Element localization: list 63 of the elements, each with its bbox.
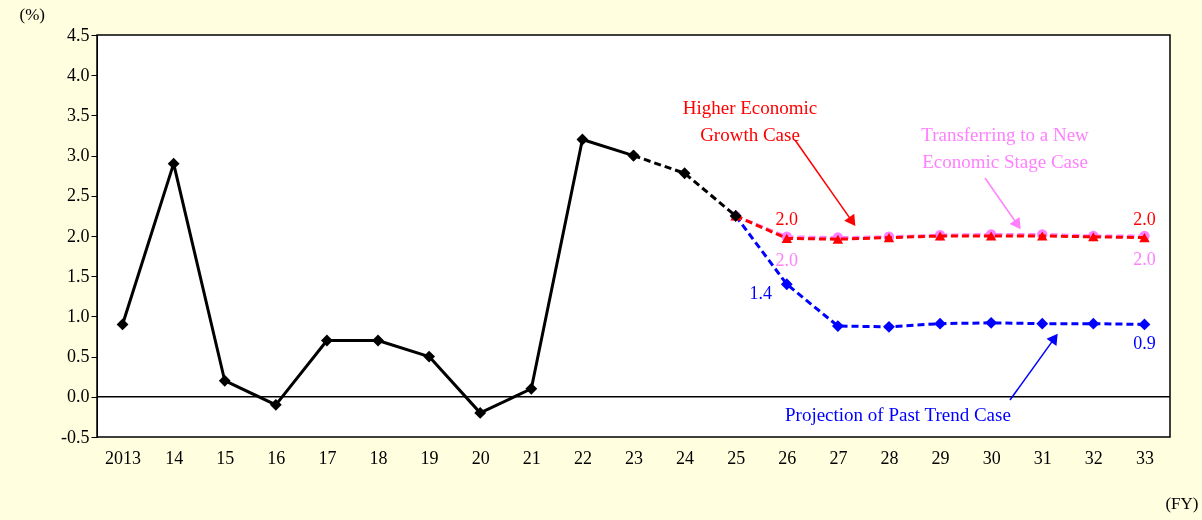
- x-tick-label: 24: [676, 447, 695, 468]
- text: Projection of Past Trend Case: [785, 404, 1011, 425]
- y-axis-title: (%): [19, 4, 45, 24]
- point: [780, 278, 793, 291]
- x-tick-label: 17: [318, 447, 337, 468]
- point: [269, 398, 282, 411]
- x-tick-label: 28: [880, 447, 899, 468]
- point: [116, 318, 129, 331]
- y-tick-label: 1.5: [67, 265, 90, 286]
- point: [321, 334, 333, 347]
- y-tick-label: 2.0: [67, 225, 90, 246]
- point: [1036, 317, 1049, 330]
- y-tick-label: 0.5: [67, 346, 90, 367]
- x-tick-label: 32: [1084, 447, 1103, 468]
- point: [934, 317, 946, 330]
- x-tick-label: 23: [625, 447, 643, 468]
- point: [627, 149, 640, 162]
- x-tick-label: 2013: [105, 447, 142, 468]
- point: [1138, 318, 1151, 331]
- x-tick-label: 20: [471, 447, 490, 468]
- data-label: 2.0: [775, 249, 799, 270]
- x-tick-label: 31: [1033, 447, 1052, 468]
- y-tick-label: 3.0: [67, 145, 90, 166]
- point: [883, 320, 895, 333]
- x-tick-label: 16: [267, 447, 286, 468]
- data-label: 2.0: [775, 209, 799, 230]
- x-tick-label: 29: [931, 447, 950, 468]
- point: [678, 167, 691, 180]
- point: [831, 320, 844, 332]
- point: [985, 316, 998, 329]
- point: [423, 350, 436, 363]
- y-tick-label: -0.5: [61, 426, 90, 447]
- point: [1087, 317, 1100, 330]
- y-tick-label: 0.0: [67, 386, 90, 407]
- x-tick-label: 22: [573, 447, 592, 468]
- point: [218, 374, 231, 387]
- point: [525, 382, 538, 395]
- x-tick-label: 14: [165, 447, 184, 468]
- x-tick-label: 27: [829, 447, 848, 468]
- x-tick-label: 26: [778, 447, 797, 468]
- point: [372, 334, 384, 347]
- x-axis-title: (FY): [1165, 493, 1199, 513]
- y-tick-label: 1.0: [67, 305, 90, 326]
- data-label: 2.0: [1133, 249, 1156, 269]
- point: [167, 157, 180, 170]
- y-tick-label: 4.0: [67, 64, 90, 85]
- x-tick-label: 30: [982, 447, 1001, 468]
- data-label: 0.9: [1133, 333, 1156, 354]
- x-tick-label: 19: [420, 447, 439, 468]
- x-tick-label: 21: [522, 447, 541, 468]
- data-label: 2.0: [1133, 208, 1156, 229]
- text: Higher Economic Growth Case: [682, 97, 818, 145]
- x-tick-label: 33: [1135, 447, 1154, 468]
- y-tick-label: 2.5: [67, 185, 90, 206]
- point: [576, 133, 589, 146]
- x-tick-label: 18: [369, 447, 388, 468]
- x-tick-label: 15: [216, 447, 235, 468]
- point: [474, 406, 487, 419]
- data-label: 1.4: [749, 283, 773, 304]
- y-tick-label: 3.5: [67, 104, 90, 125]
- text: Transferring to a New Economic Stage Case: [921, 124, 1090, 172]
- y-tick-label: 4.5: [67, 24, 90, 45]
- x-tick-label: 25: [727, 447, 746, 468]
